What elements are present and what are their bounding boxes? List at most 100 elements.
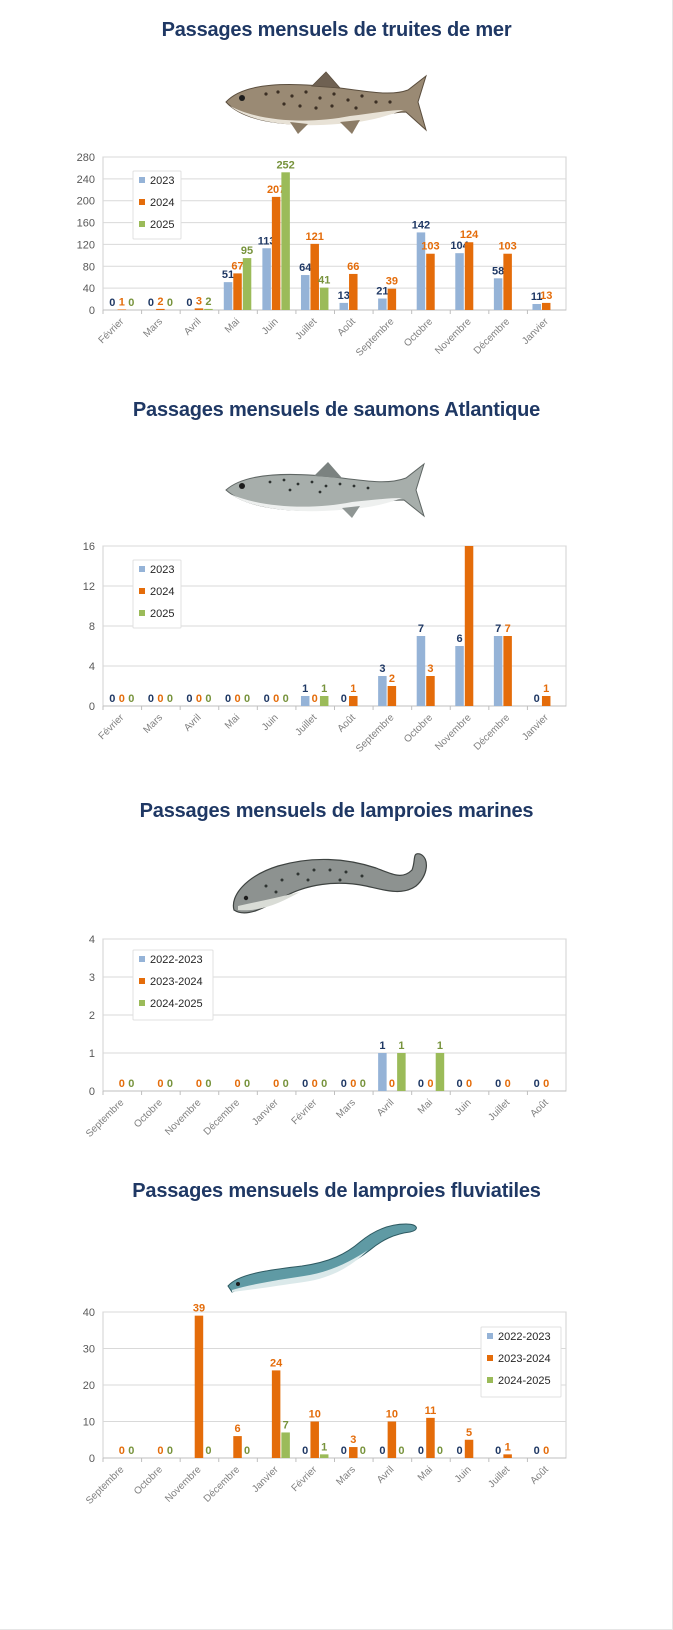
y-tick-label: 30 [83,1344,95,1356]
data-label: 0 [119,693,125,705]
bar [117,309,127,310]
data-label: 0 [128,1078,134,1090]
x-tick-label: Janvier [250,1464,281,1495]
x-tick-label: Mars [334,1464,358,1488]
y-tick-label: 120 [77,239,95,251]
x-tick-label: Février [97,712,127,742]
bar [455,646,464,706]
x-tick-label: Octobre [132,1464,165,1497]
bar [464,242,474,310]
x-tick-label: Avril [375,1464,396,1485]
data-label: 2 [389,673,395,685]
bar [426,1417,435,1458]
data-label: 0 [534,693,540,705]
data-label: 39 [386,276,398,288]
legend-swatch [139,978,145,984]
data-label: 0 [534,1445,540,1457]
bar [194,1315,204,1458]
data-label: 0 [543,1445,549,1457]
data-label: 3 [427,663,433,675]
legend-swatch [139,566,145,572]
data-label: 142 [412,219,430,231]
bar [349,1447,358,1458]
data-label: 7 [495,623,501,635]
data-label: 0 [273,1078,279,1090]
data-label: 0 [495,1078,501,1090]
y-tick-label: 40 [83,1307,95,1319]
data-label: 6 [456,633,462,645]
data-label: 0 [418,1078,424,1090]
data-label: 0 [302,1078,308,1090]
x-tick-label: Août [336,316,358,338]
y-tick-label: 1 [89,1048,95,1060]
y-tick-label: 10 [83,1417,95,1429]
data-label: 0 [167,1445,173,1457]
bar [435,1053,445,1091]
data-label: 0 [244,693,250,705]
y-tick-label: 0 [89,1453,95,1465]
y-tick-label: 0 [89,305,95,317]
data-label: 0 [312,1078,318,1090]
x-tick-label: Août [336,712,358,734]
bar [541,696,551,706]
x-tick-label: Janvier [250,1097,281,1128]
data-label: 5 [466,1427,472,1439]
x-tick-label: Mai [416,1464,435,1483]
y-tick-label: 0 [89,701,95,713]
x-tick-label: Décembre [202,1464,243,1505]
data-label: 0 [341,1445,347,1457]
bar [503,253,512,310]
x-tick-label: Mars [334,1097,358,1121]
legend-label: 2024-2025 [150,998,203,1010]
data-label: 0 [109,297,115,309]
legend-swatch [487,1377,493,1383]
data-label: 0 [167,1078,173,1090]
bar [378,298,387,310]
bar [503,1454,512,1458]
data-label: 104 [450,240,469,252]
x-tick-label: Août [529,1464,551,1486]
data-label: 1 [505,1441,511,1453]
data-label: 0 [148,297,154,309]
data-label: 0 [350,1078,356,1090]
bar [378,1053,387,1091]
legend-swatch [139,956,145,962]
y-tick-label: 240 [77,174,95,186]
data-label: 3 [379,663,385,675]
y-tick-label: 0 [89,1086,95,1098]
data-label: 103 [498,241,516,253]
data-label: 0 [321,1078,327,1090]
x-tick-label: Avril [375,1097,396,1118]
data-label: 0 [534,1078,540,1090]
x-tick-label: Juin [453,1464,474,1485]
x-tick-label: Novembre [163,1097,204,1138]
y-tick-label: 16 [83,541,95,553]
data-label: 103 [421,241,439,253]
x-tick-label: Juin [260,316,281,337]
data-label: 95 [241,245,253,257]
data-label: 0 [283,1078,289,1090]
bar [464,1439,474,1458]
bar [281,172,290,310]
bar [281,1432,290,1458]
bar [156,308,165,310]
data-label: 207 [267,184,285,196]
bar [349,696,358,706]
bar [464,546,474,706]
data-label: 1 [379,1040,385,1052]
legend-label: 2024 [150,197,174,209]
x-tick-label: Septembre [84,1464,127,1507]
data-label: 0 [341,1078,347,1090]
x-tick-label: Mai [223,316,242,335]
bar [426,253,435,310]
bar [503,636,512,706]
legend-label: 2023-2024 [150,976,203,988]
data-label: 0 [244,1445,250,1457]
x-tick-label: Décembre [472,712,513,753]
x-tick-label: Avril [182,316,203,337]
data-label: 0 [157,1078,163,1090]
bar [397,1053,406,1091]
bar [194,308,204,310]
data-label: 252 [276,159,294,171]
